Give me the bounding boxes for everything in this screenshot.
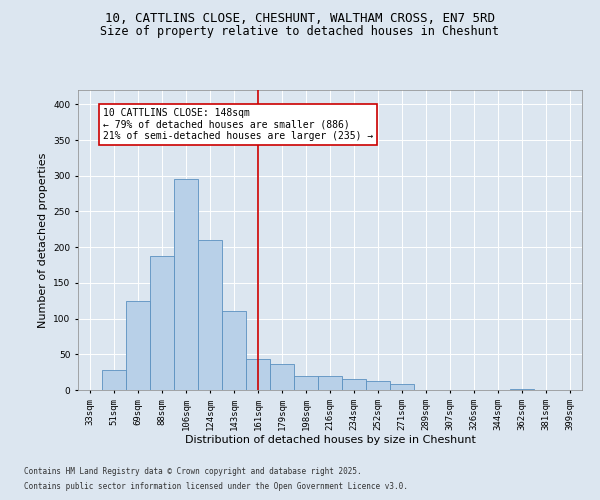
Bar bbox=[270, 364, 294, 390]
Text: Size of property relative to detached houses in Cheshunt: Size of property relative to detached ho… bbox=[101, 25, 499, 38]
X-axis label: Distribution of detached houses by size in Cheshunt: Distribution of detached houses by size … bbox=[185, 436, 475, 446]
Bar bbox=[342, 380, 366, 390]
Bar bbox=[150, 256, 174, 390]
Bar bbox=[174, 180, 198, 390]
Bar bbox=[102, 370, 126, 390]
Text: Contains public sector information licensed under the Open Government Licence v3: Contains public sector information licen… bbox=[24, 482, 408, 491]
Y-axis label: Number of detached properties: Number of detached properties bbox=[38, 152, 47, 328]
Bar bbox=[198, 240, 222, 390]
Text: 10, CATTLINS CLOSE, CHESHUNT, WALTHAM CROSS, EN7 5RD: 10, CATTLINS CLOSE, CHESHUNT, WALTHAM CR… bbox=[105, 12, 495, 26]
Text: 10 CATTLINS CLOSE: 148sqm
← 79% of detached houses are smaller (886)
21% of semi: 10 CATTLINS CLOSE: 148sqm ← 79% of detac… bbox=[103, 108, 373, 141]
Bar bbox=[246, 358, 270, 390]
Bar bbox=[126, 300, 150, 390]
Bar bbox=[510, 388, 534, 390]
Bar bbox=[366, 380, 390, 390]
Bar bbox=[318, 376, 342, 390]
Bar bbox=[222, 312, 246, 390]
Text: Contains HM Land Registry data © Crown copyright and database right 2025.: Contains HM Land Registry data © Crown c… bbox=[24, 467, 362, 476]
Bar bbox=[294, 376, 318, 390]
Bar bbox=[390, 384, 414, 390]
